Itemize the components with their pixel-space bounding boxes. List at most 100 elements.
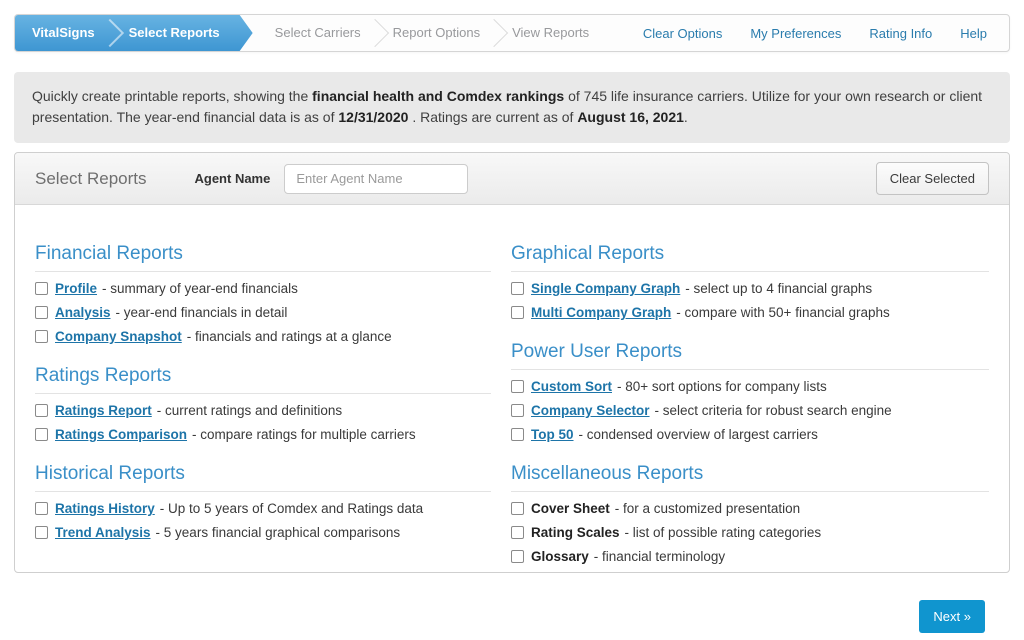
report-item: Multi Company Graph - compare with 50+ f… xyxy=(511,305,989,320)
report-link[interactable]: Ratings Report xyxy=(55,403,152,418)
report-description: - financials and ratings at a glance xyxy=(186,329,392,344)
report-checkbox[interactable] xyxy=(35,526,48,539)
nav-link-clear-options[interactable]: Clear Options xyxy=(642,25,723,41)
panel-title: Select Reports xyxy=(35,168,147,188)
tab-view-reports[interactable]: View Reports xyxy=(512,25,590,40)
report-checkbox[interactable] xyxy=(35,330,48,343)
report-description: - financial terminology xyxy=(593,549,726,564)
report-link[interactable]: Company Selector xyxy=(531,403,650,418)
report-link[interactable]: Top 50 xyxy=(531,427,574,442)
footer: Next » xyxy=(0,573,1010,633)
report-description: - compare with 50+ financial graphs xyxy=(676,305,890,320)
report-checkbox[interactable] xyxy=(511,282,524,295)
report-description: - for a customized presentation xyxy=(614,501,801,516)
report-name: Cover Sheet xyxy=(531,501,610,516)
report-checkbox[interactable] xyxy=(35,428,48,441)
section-items: Profile - summary of year-end financials… xyxy=(35,281,491,344)
report-item: Cover Sheet - for a customized presentat… xyxy=(511,501,989,516)
report-checkbox[interactable] xyxy=(511,404,524,417)
report-description: - compare ratings for multiple carriers xyxy=(192,427,416,442)
intro-text: . xyxy=(683,108,688,125)
report-section: Financial Reports Profile - summary of y… xyxy=(35,243,491,344)
report-checkbox[interactable] xyxy=(511,550,524,563)
section-heading: Historical Reports xyxy=(35,463,491,492)
intro-text: of 745 life insurance carriers. Utilize … xyxy=(32,88,983,125)
intro-bold-ratings-date: August 16, 2021 xyxy=(577,108,684,125)
report-item: Ratings Comparison - compare ratings for… xyxy=(35,427,491,442)
report-item: Custom Sort - 80+ sort options for compa… xyxy=(511,379,989,394)
report-checkbox[interactable] xyxy=(35,502,48,515)
intro-text: . Ratings are current as of xyxy=(408,108,578,125)
report-item: Top 50 - condensed overview of largest c… xyxy=(511,427,989,442)
report-checkbox[interactable] xyxy=(511,306,524,319)
report-description: - 80+ sort options for company lists xyxy=(617,379,827,394)
top-nav: VitalSigns Select Reports Select Carrier… xyxy=(14,14,1010,52)
report-link[interactable]: Single Company Graph xyxy=(531,281,681,296)
nav-link-help[interactable]: Help xyxy=(960,25,987,41)
intro-text: Quickly create printable reports, showin… xyxy=(32,88,313,104)
report-checkbox[interactable] xyxy=(511,526,524,539)
report-link[interactable]: Analysis xyxy=(55,305,111,320)
report-name: Rating Scales xyxy=(531,525,620,540)
nav-links: Clear Options My Preferences Rating Info… xyxy=(643,15,1009,51)
next-button[interactable]: Next » xyxy=(919,600,985,633)
intro-banner: Quickly create printable reports, showin… xyxy=(14,72,1010,143)
report-description: - list of possible rating categories xyxy=(624,525,822,540)
report-section: Ratings Reports Ratings Report - current… xyxy=(35,365,491,442)
section-heading: Financial Reports xyxy=(35,243,491,272)
report-description: - 5 years financial graphical comparison… xyxy=(155,525,401,540)
agent-name-input[interactable] xyxy=(284,163,469,194)
report-description: - year-end financials in detail xyxy=(115,305,288,320)
tab-select-reports[interactable]: Select Reports xyxy=(128,25,220,40)
report-link[interactable]: Multi Company Graph xyxy=(531,305,672,320)
section-items: Single Company Graph - select up to 4 fi… xyxy=(511,281,989,320)
report-item: Ratings History - Up to 5 years of Comde… xyxy=(35,501,491,516)
report-link[interactable]: Trend Analysis xyxy=(55,525,151,540)
report-item: Glossary - financial terminology xyxy=(511,549,989,564)
nav-link-my-preferences[interactable]: My Preferences xyxy=(750,25,842,41)
report-link[interactable]: Profile xyxy=(55,281,98,296)
report-description: - summary of year-end financials xyxy=(102,281,298,296)
section-heading: Graphical Reports xyxy=(511,243,989,272)
report-item: Trend Analysis - 5 years financial graph… xyxy=(35,525,491,540)
tab-report-options[interactable]: Report Options xyxy=(392,25,481,40)
report-name: Glossary xyxy=(531,549,589,564)
report-link[interactable]: Ratings Comparison xyxy=(55,427,188,442)
reports-column-left: Financial Reports Profile - summary of y… xyxy=(35,219,491,573)
section-items: Ratings Report - current ratings and def… xyxy=(35,403,491,442)
report-checkbox[interactable] xyxy=(511,502,524,515)
section-items: Cover Sheet - for a customized presentat… xyxy=(511,501,989,564)
report-item: Company Selector - select criteria for r… xyxy=(511,403,989,418)
report-item: Company Snapshot - financials and rating… xyxy=(35,329,491,344)
agent-name-label: Agent Name xyxy=(194,171,271,186)
report-section: Miscellaneous Reports Cover Sheet - for … xyxy=(511,463,989,564)
report-description: - current ratings and definitions xyxy=(156,403,343,418)
report-item: Single Company Graph - select up to 4 fi… xyxy=(511,281,989,296)
report-item: Profile - summary of year-end financials xyxy=(35,281,491,296)
report-section: Historical Reports Ratings History - Up … xyxy=(35,463,491,540)
select-reports-panel: Select Reports Agent Name Clear Selected… xyxy=(14,152,1010,573)
report-checkbox[interactable] xyxy=(35,306,48,319)
breadcrumb-active-group: VitalSigns Select Reports xyxy=(15,15,253,51)
nav-link-rating-info[interactable]: Rating Info xyxy=(869,25,933,41)
report-checkbox[interactable] xyxy=(511,380,524,393)
report-description: - condensed overview of largest carriers xyxy=(578,427,818,442)
panel-body: Financial Reports Profile - summary of y… xyxy=(15,205,1009,573)
intro-bold-date: 12/31/2020 xyxy=(338,108,409,125)
report-checkbox[interactable] xyxy=(35,282,48,295)
clear-selected-button[interactable]: Clear Selected xyxy=(875,162,989,195)
tab-vitalsigns[interactable]: VitalSigns xyxy=(32,25,95,40)
report-link[interactable]: Custom Sort xyxy=(531,379,612,394)
section-heading: Miscellaneous Reports xyxy=(511,463,989,492)
report-description: - select up to 4 financial graphs xyxy=(685,281,873,296)
section-heading: Ratings Reports xyxy=(35,365,491,394)
report-item: Analysis - year-end financials in detail xyxy=(35,305,491,320)
report-item: Rating Scales - list of possible rating … xyxy=(511,525,989,540)
section-heading: Power User Reports xyxy=(511,341,989,370)
tab-select-carriers[interactable]: Select Carriers xyxy=(274,25,361,40)
report-checkbox[interactable] xyxy=(511,428,524,441)
report-link[interactable]: Company Snapshot xyxy=(55,329,182,344)
report-section: Power User Reports Custom Sort - 80+ sor… xyxy=(511,341,989,442)
report-link[interactable]: Ratings History xyxy=(55,501,155,516)
report-checkbox[interactable] xyxy=(35,404,48,417)
